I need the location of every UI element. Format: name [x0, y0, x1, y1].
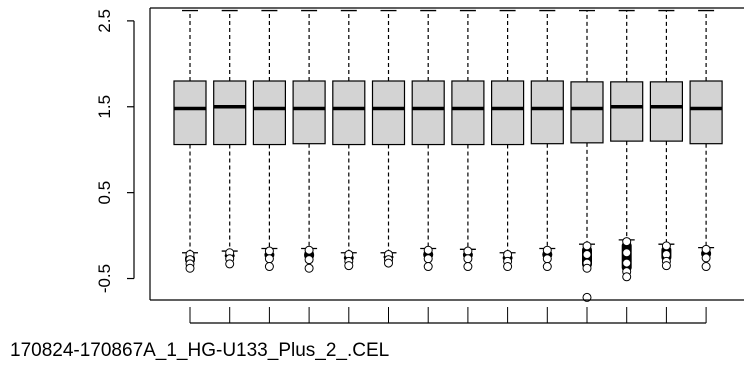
- outlier-point: [423, 262, 433, 272]
- outlier-point: [542, 262, 552, 272]
- outlier-point: [423, 254, 433, 264]
- outlier-point: [264, 254, 274, 264]
- box-14: [689, 9, 723, 272]
- outlier-point: [185, 263, 195, 273]
- y-tick-label: -0.5: [95, 264, 114, 293]
- plot-region: [173, 9, 723, 302]
- outlier-point: [622, 237, 632, 247]
- box-body: [649, 81, 684, 142]
- box-6: [371, 9, 406, 268]
- outlier-point: [463, 262, 473, 272]
- box-5: [332, 9, 366, 271]
- box-11: [570, 9, 604, 302]
- outlier-point: [622, 258, 632, 268]
- outlier-point: [582, 263, 592, 273]
- outlier-point: [582, 241, 592, 251]
- box-body: [371, 80, 406, 146]
- box-2: [213, 9, 247, 269]
- outlier-point: [661, 261, 671, 271]
- box-9: [491, 9, 525, 272]
- box-body: [213, 80, 247, 146]
- outlier-point: [701, 244, 711, 254]
- x-axis-label: 170824-170867A_1_HG-U133_Plus_2_.CEL: [10, 340, 389, 361]
- outlier-point: [463, 246, 473, 256]
- box-body: [292, 80, 326, 145]
- box-body: [411, 80, 445, 146]
- y-tick-label: 2.5: [95, 9, 114, 33]
- outlier-point: [661, 241, 671, 251]
- outlier-point: [582, 249, 592, 259]
- box-10: [530, 9, 564, 272]
- box-body: [491, 80, 525, 146]
- outlier-point: [622, 272, 632, 282]
- outlier-point: [304, 255, 314, 265]
- outlier-point: [622, 248, 632, 258]
- y-axis: -0.5 0.5 1.5 2.5: [95, 9, 135, 293]
- outlier-point: [264, 246, 274, 256]
- outlier-point: [304, 245, 314, 255]
- x-axis: [189, 307, 707, 324]
- outlier-point: [304, 263, 314, 273]
- outlier-point: [701, 262, 711, 272]
- box-body: [610, 81, 644, 142]
- outlier-point: [225, 259, 235, 269]
- box-body: [451, 80, 485, 146]
- box-body: [689, 80, 723, 145]
- box-13: [649, 9, 684, 271]
- box-1: [173, 9, 207, 273]
- box-body: [530, 80, 564, 145]
- box-12: [610, 9, 644, 282]
- outlier-point: [503, 262, 513, 272]
- outlier-point: [384, 258, 393, 268]
- box-body: [570, 81, 604, 144]
- outlier-point: [701, 253, 711, 263]
- outlier-point: [542, 254, 552, 264]
- outlier-point: [344, 261, 354, 271]
- y-tick-label: 0.5: [95, 181, 114, 205]
- outlier-point: [542, 245, 552, 255]
- box-body: [173, 80, 207, 146]
- box-8: [451, 9, 485, 272]
- box-body: [332, 80, 366, 146]
- outlier-point: [423, 245, 433, 255]
- box-7: [411, 9, 445, 272]
- outlier-point: [463, 254, 473, 264]
- box-3: [252, 9, 286, 272]
- box-4: [292, 9, 326, 273]
- y-tick-label: 1.5: [95, 95, 114, 119]
- box-body: [252, 80, 286, 146]
- outlier-point: [264, 262, 274, 272]
